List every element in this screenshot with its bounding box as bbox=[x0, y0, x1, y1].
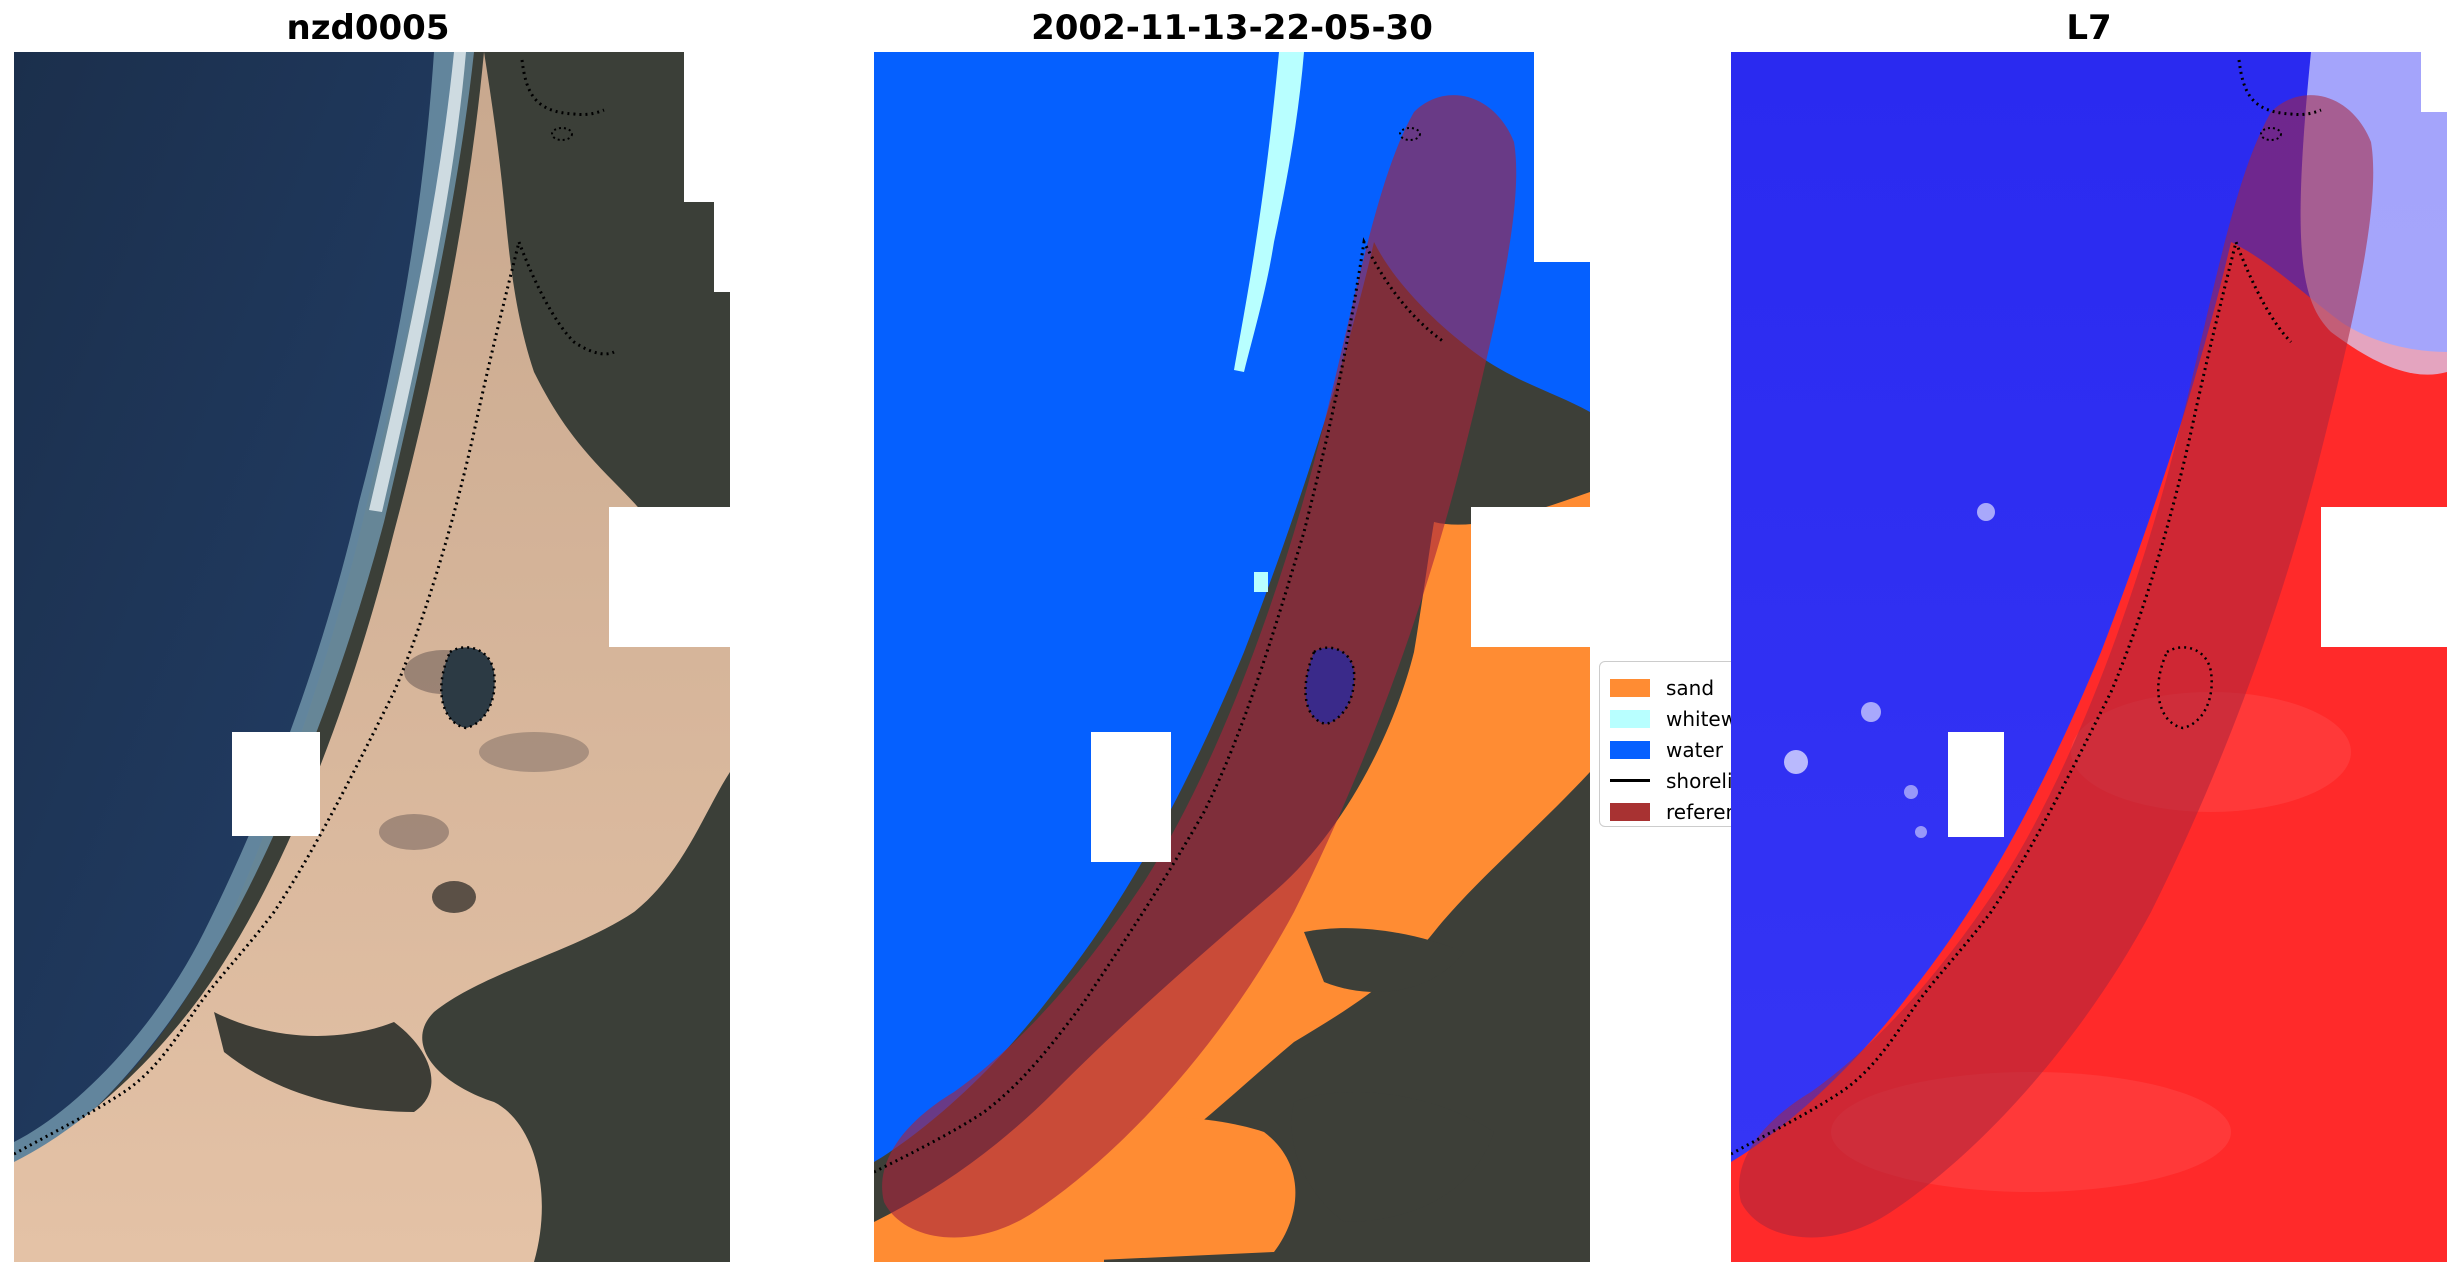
legend: sand whitewater water shoreline referenc… bbox=[1599, 661, 1749, 827]
legend-swatch-water bbox=[1610, 740, 1650, 759]
legend-item-water: water bbox=[1610, 734, 1748, 765]
legend-item-sand: sand bbox=[1610, 672, 1748, 703]
classified-image bbox=[874, 52, 1590, 1262]
rgb-satellite-image bbox=[14, 52, 730, 1262]
rgb-image-panel bbox=[14, 52, 730, 1262]
legend-item-shoreline: shoreline bbox=[1610, 765, 1748, 796]
legend-swatch-reference-buffer bbox=[1610, 802, 1650, 821]
legend-swatch-sand bbox=[1610, 678, 1650, 697]
panel-title-index: L7 bbox=[2066, 8, 2112, 48]
index-image-panel bbox=[1731, 52, 2447, 1262]
legend-item-reference-buffer: reference shoreline buffer bbox=[1610, 796, 1748, 826]
legend-item-whitewater: whitewater bbox=[1610, 703, 1748, 734]
legend-line-shoreline bbox=[1610, 779, 1650, 782]
panel-title-rgb: nzd0005 bbox=[286, 8, 450, 48]
legend-swatch-whitewater bbox=[1610, 709, 1650, 728]
legend-label-water: water bbox=[1666, 737, 1723, 762]
water-index-image bbox=[1731, 52, 2447, 1262]
classified-image-panel bbox=[874, 52, 1590, 1262]
panel-title-classified: 2002-11-13-22-05-30 bbox=[1031, 8, 1433, 48]
legend-label-sand: sand bbox=[1666, 675, 1715, 700]
